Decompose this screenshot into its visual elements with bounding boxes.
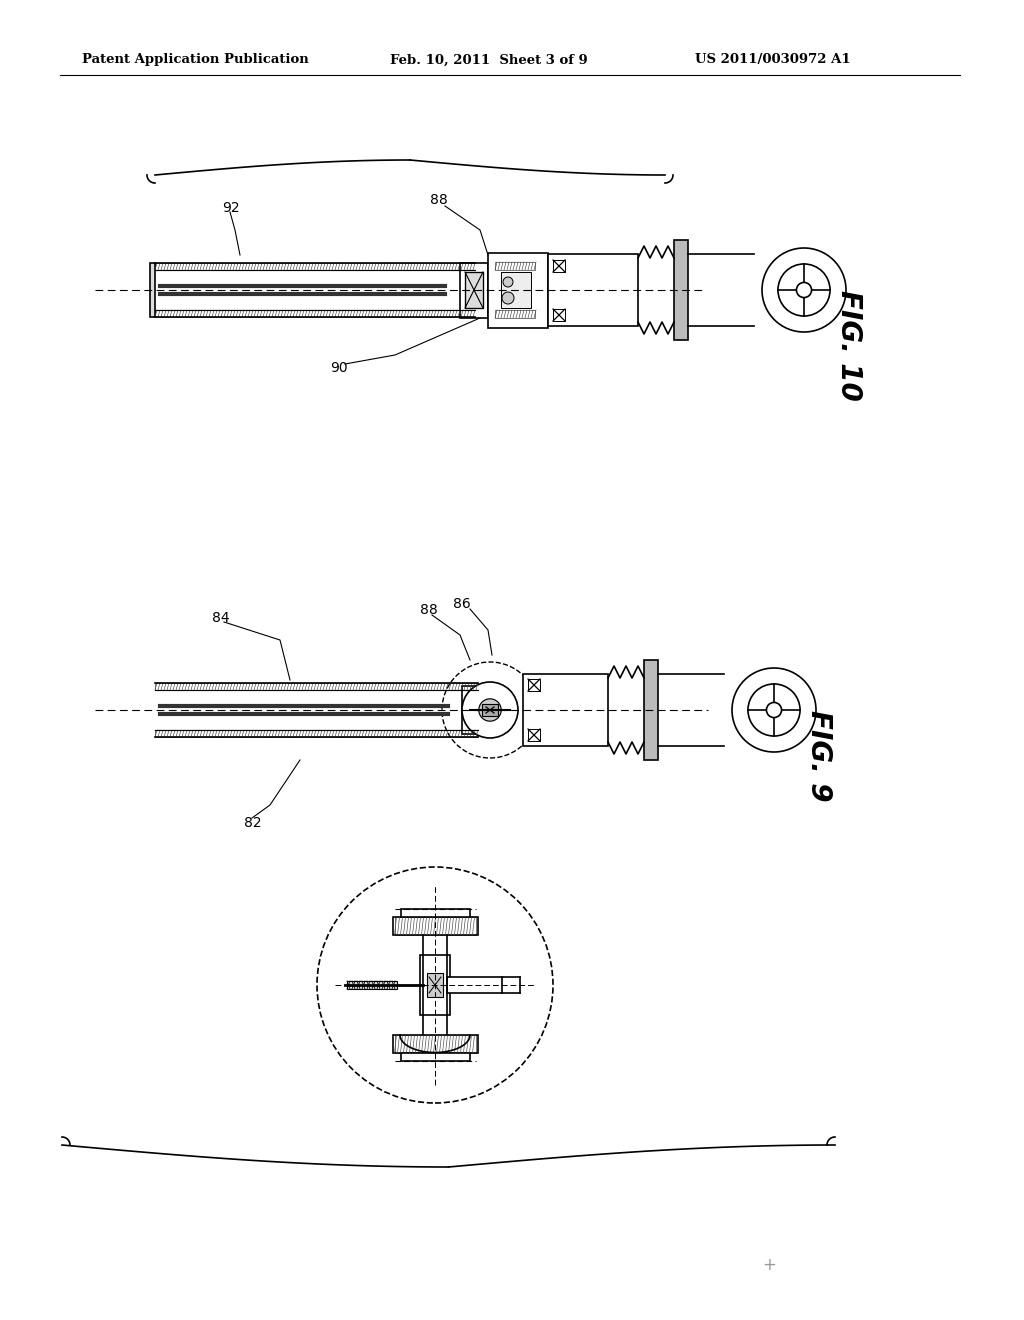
Bar — [394, 917, 475, 935]
Circle shape — [762, 248, 846, 333]
Circle shape — [732, 668, 816, 752]
Text: 82: 82 — [244, 816, 261, 830]
Bar — [155, 730, 478, 737]
Bar — [495, 261, 535, 271]
Circle shape — [462, 682, 518, 738]
Circle shape — [502, 292, 514, 304]
Text: FIG. 10: FIG. 10 — [835, 290, 863, 401]
Bar — [501, 272, 531, 308]
Bar — [400, 909, 469, 917]
Bar — [447, 977, 502, 993]
Circle shape — [317, 867, 553, 1104]
Text: 88: 88 — [430, 193, 447, 207]
Circle shape — [797, 282, 812, 297]
Text: 92: 92 — [222, 201, 240, 215]
Text: Patent Application Publication: Patent Application Publication — [82, 54, 309, 66]
Bar — [523, 675, 608, 746]
Bar — [528, 678, 540, 690]
Text: FIG. 9: FIG. 9 — [805, 710, 833, 801]
Bar — [420, 954, 450, 1015]
Bar — [155, 263, 475, 271]
Text: Feb. 10, 2011  Sheet 3 of 9: Feb. 10, 2011 Sheet 3 of 9 — [390, 54, 588, 66]
Bar — [392, 917, 477, 935]
Bar — [462, 686, 482, 734]
Bar — [528, 729, 540, 741]
Text: 90: 90 — [330, 360, 347, 375]
Bar — [644, 660, 658, 760]
Bar — [465, 272, 483, 308]
Bar — [400, 1053, 469, 1061]
Bar — [460, 263, 488, 318]
Bar — [427, 973, 443, 997]
Circle shape — [766, 702, 781, 718]
Bar — [150, 263, 155, 317]
Text: US 2011/0030972 A1: US 2011/0030972 A1 — [695, 54, 851, 66]
Text: 84: 84 — [212, 611, 229, 624]
Bar — [495, 310, 535, 318]
Bar — [392, 1035, 477, 1053]
Circle shape — [503, 277, 513, 286]
Bar — [548, 253, 638, 326]
Bar — [347, 981, 397, 989]
Bar — [394, 1035, 475, 1053]
Bar — [155, 310, 475, 317]
Bar — [155, 682, 478, 690]
Bar — [482, 704, 498, 715]
Bar — [553, 260, 565, 272]
Text: 86: 86 — [453, 597, 471, 611]
Text: 88: 88 — [420, 603, 437, 616]
Bar — [488, 252, 548, 327]
Text: +: + — [762, 1257, 776, 1274]
Bar — [553, 309, 565, 321]
Bar — [674, 240, 688, 341]
Circle shape — [479, 698, 501, 721]
